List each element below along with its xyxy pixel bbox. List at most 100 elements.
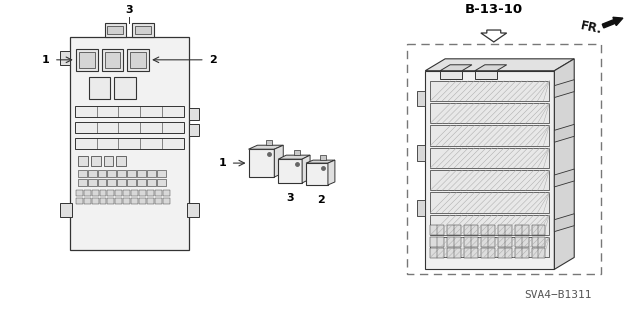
Bar (88, 179, 97, 186)
Bar (481, 249, 495, 258)
Bar (306, 163, 328, 185)
Bar (97, 179, 106, 186)
Bar (440, 71, 462, 79)
Polygon shape (278, 155, 310, 159)
Bar (515, 249, 529, 258)
Text: SVA4−B1311: SVA4−B1311 (525, 290, 592, 300)
Bar (127, 49, 149, 71)
Bar (430, 170, 549, 190)
Text: 3: 3 (125, 5, 133, 15)
Bar (97, 170, 106, 177)
Bar (76, 49, 97, 71)
Bar (116, 156, 126, 166)
Bar (91, 156, 100, 166)
Text: B-13-10: B-13-10 (465, 3, 523, 16)
Text: 1: 1 (219, 158, 227, 168)
Bar (76, 198, 83, 204)
Bar (430, 215, 549, 235)
Bar (278, 159, 302, 183)
Bar (430, 225, 444, 234)
Bar (417, 91, 425, 107)
Bar (475, 71, 497, 79)
Bar (132, 23, 154, 37)
Bar (157, 179, 166, 186)
Bar (320, 155, 326, 160)
Bar (115, 198, 122, 204)
Bar (147, 179, 156, 186)
Bar (102, 49, 124, 71)
Polygon shape (554, 169, 574, 187)
Bar (108, 26, 124, 34)
Bar (408, 44, 601, 274)
Bar (481, 237, 495, 247)
Polygon shape (554, 214, 574, 232)
Bar (77, 179, 86, 186)
Bar (498, 249, 511, 258)
Bar (531, 237, 545, 247)
Bar (75, 138, 184, 149)
Bar (75, 107, 184, 117)
Bar (266, 140, 273, 145)
Bar (140, 190, 146, 196)
Bar (104, 23, 126, 37)
Bar (104, 156, 113, 166)
Bar (70, 37, 189, 250)
Bar (138, 179, 146, 186)
Bar (447, 225, 461, 234)
Bar (108, 190, 115, 196)
Bar (481, 225, 495, 234)
Bar (92, 190, 99, 196)
Bar (104, 52, 120, 68)
Bar (417, 145, 425, 161)
FancyArrow shape (602, 17, 623, 28)
Text: 1: 1 (42, 55, 50, 65)
Bar (127, 179, 136, 186)
Bar (75, 122, 184, 133)
Polygon shape (440, 65, 472, 71)
Bar (531, 249, 545, 258)
Bar (498, 237, 511, 247)
Bar (115, 190, 122, 196)
Bar (417, 200, 425, 216)
Bar (131, 198, 138, 204)
Bar (147, 190, 154, 196)
Bar (115, 77, 136, 99)
Bar (60, 51, 70, 65)
Text: FR.: FR. (579, 19, 603, 37)
Polygon shape (328, 160, 335, 185)
Bar (140, 198, 146, 204)
Polygon shape (481, 30, 507, 42)
Bar (430, 237, 444, 247)
Polygon shape (306, 160, 335, 163)
Polygon shape (554, 124, 574, 142)
Bar (117, 170, 126, 177)
Bar (117, 179, 126, 186)
Bar (84, 198, 91, 204)
Bar (147, 170, 156, 177)
Bar (77, 170, 86, 177)
Polygon shape (275, 145, 284, 177)
Bar (155, 198, 162, 204)
Bar (163, 190, 170, 196)
Bar (447, 237, 461, 247)
Bar (77, 156, 88, 166)
Bar (138, 170, 146, 177)
Polygon shape (554, 59, 574, 269)
Bar (155, 190, 162, 196)
Polygon shape (302, 155, 310, 183)
Bar (515, 237, 529, 247)
Bar (464, 225, 478, 234)
Text: 2: 2 (317, 195, 325, 205)
Bar (127, 170, 136, 177)
Text: 2: 2 (209, 55, 216, 65)
Bar (131, 190, 138, 196)
Bar (430, 81, 549, 101)
Bar (464, 249, 478, 258)
Bar (92, 198, 99, 204)
Bar (189, 124, 199, 136)
Bar (76, 190, 83, 196)
Bar (531, 225, 545, 234)
Bar (124, 198, 131, 204)
Bar (294, 150, 300, 155)
Bar (88, 77, 111, 99)
